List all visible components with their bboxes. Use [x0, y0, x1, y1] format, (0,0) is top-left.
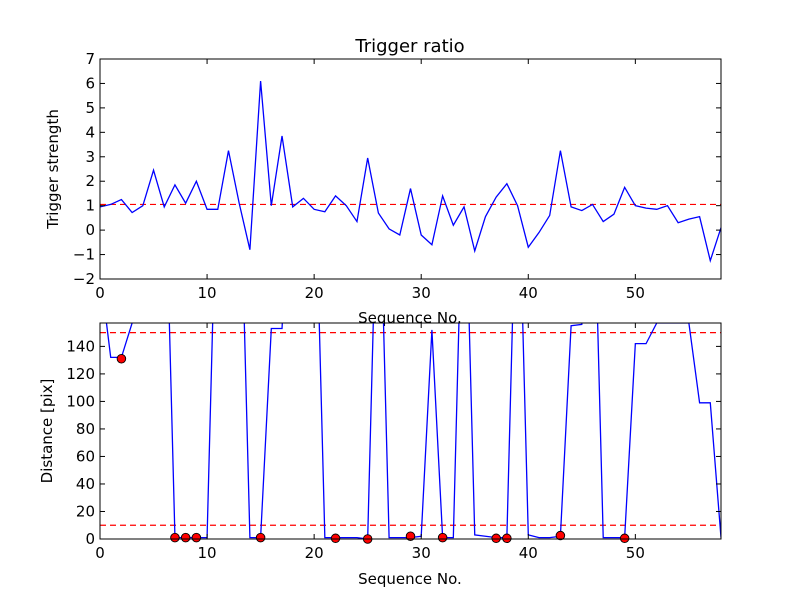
x-tick-label: 40	[519, 284, 538, 302]
data-marker	[619, 533, 630, 544]
data-marker	[330, 533, 341, 544]
x-tick-label: 50	[626, 284, 645, 302]
data-marker	[180, 532, 191, 543]
y-tick-label: −1	[73, 246, 95, 264]
x-tick-label: 50	[626, 544, 645, 562]
x-tick-label: 20	[305, 544, 324, 562]
x-tick-label: 30	[412, 284, 431, 302]
x-tick-label: 0	[95, 284, 105, 302]
data-marker	[502, 533, 512, 544]
y-tick-label: 5	[85, 99, 95, 117]
x-tick-label: 30	[412, 544, 431, 562]
x-tick-label: 20	[305, 284, 324, 302]
series-line	[100, 80, 721, 264]
plot-frame	[99, 58, 722, 280]
marker-layer	[116, 354, 630, 544]
x-tick-label: 0	[95, 544, 105, 562]
data-marker	[437, 532, 448, 543]
y-tick-label: 7	[85, 50, 95, 68]
y-tick-label: 0	[85, 530, 95, 548]
x-tick-label: 10	[198, 284, 217, 302]
plot-frame	[99, 322, 722, 540]
tick-layer: 0 10 20 30 40 50 0 20 40 60 80 100 120 140	[66, 323, 721, 562]
y-tick-label: 100	[66, 392, 95, 410]
data-marker	[255, 532, 266, 543]
y-tick-label: 80	[76, 420, 95, 438]
distance-panel: 0 10 20 30 40 50 0 20 40 60 80 100 120 140 Sequence N…	[38, 322, 722, 588]
data-marker	[116, 354, 127, 364]
data-marker	[491, 533, 501, 544]
y-tick-label: −2	[73, 270, 95, 288]
data-marker	[191, 532, 202, 543]
y-tick-label: 40	[76, 475, 95, 493]
y-tick-label: 120	[66, 365, 95, 383]
tick-layer: 0 10 20 30 40 50 −2 −1 0 1 2 3 4 5 6 7	[73, 50, 721, 302]
y-tick-label: 20	[76, 502, 95, 520]
x-axis-label: Sequence No.	[358, 570, 462, 588]
chart-title: Trigger ratio	[354, 36, 464, 57]
y-tick-label: 0	[85, 221, 95, 239]
y-tick-label: 60	[76, 447, 95, 465]
x-tick-label: 10	[198, 544, 217, 562]
reference-lines	[100, 332, 721, 526]
series-layer	[100, 80, 721, 264]
x-tick-label: 40	[519, 544, 538, 562]
y-tick-label: 6	[85, 74, 95, 92]
y-tick-label: 2	[85, 172, 95, 190]
y-tick-label: 4	[85, 123, 95, 141]
y-axis-label: Distance [pix]	[38, 379, 56, 484]
y-tick-label: 140	[66, 337, 95, 355]
data-marker	[170, 532, 180, 543]
y-tick-label: 1	[85, 197, 95, 215]
y-axis-label: Trigger strength	[44, 109, 62, 230]
data-marker	[555, 530, 566, 541]
data-marker	[405, 531, 416, 541]
y-tick-label: 3	[85, 148, 95, 166]
